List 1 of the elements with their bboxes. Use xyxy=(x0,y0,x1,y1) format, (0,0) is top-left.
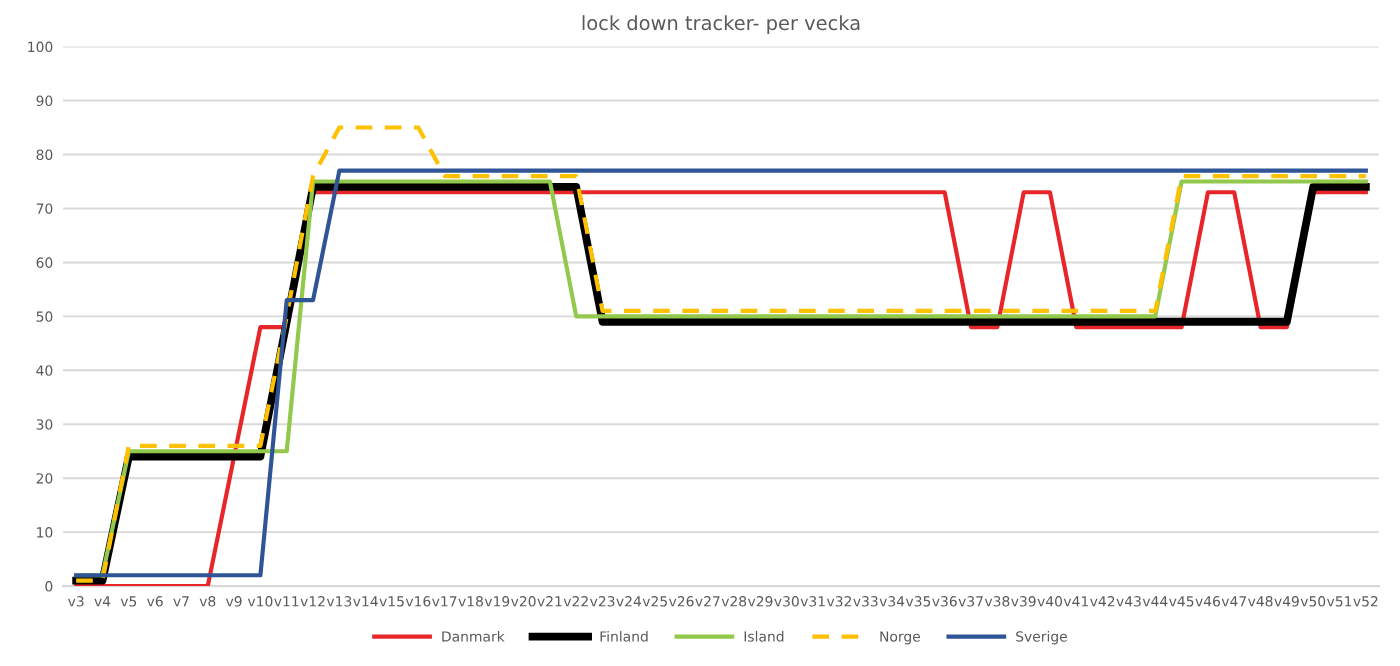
chart-title: lock down tracker- per vecka xyxy=(582,15,860,34)
